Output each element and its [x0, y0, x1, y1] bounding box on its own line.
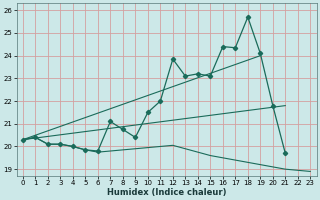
- X-axis label: Humidex (Indice chaleur): Humidex (Indice chaleur): [107, 188, 226, 197]
